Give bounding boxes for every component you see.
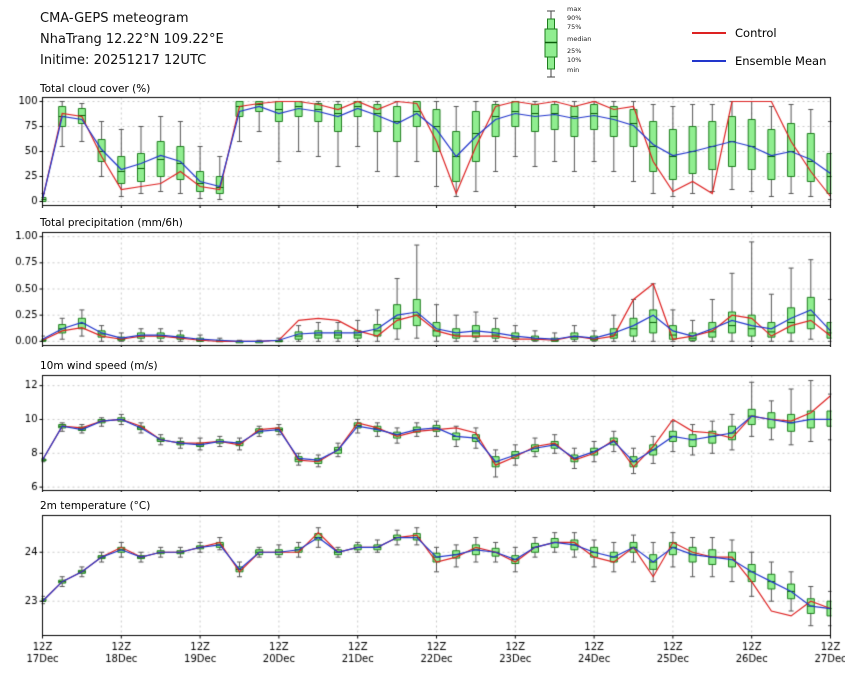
temperature-panel-title: 2m temperature (°C) — [40, 500, 151, 512]
header: CMA-GEPS meteogram NhaTrang 12.22°N 109.… — [40, 8, 224, 71]
cloud-cover-chart — [0, 96, 845, 208]
legend-label-90: 90% — [567, 14, 582, 22]
location-line: NhaTrang 12.22°N 109.22°E — [40, 32, 224, 47]
legend-label-median: median — [567, 35, 592, 43]
legend-label-min: min — [567, 66, 580, 74]
boxplot-legend-glyph — [544, 10, 558, 78]
wind-speed-panel-title: 10m wind speed (m/s) — [40, 360, 158, 372]
wind-speed-chart — [0, 374, 845, 492]
legend-ensemble-row: Ensemble Mean — [692, 52, 826, 70]
ensemble-mean-label: Ensemble Mean — [735, 54, 827, 68]
line-legend: Control Ensemble Mean — [692, 24, 826, 80]
inittime-line: Initime: 20251217 12UTC — [40, 53, 207, 68]
precipitation-panel-title: Total precipitation (mm/6h) — [40, 217, 183, 229]
control-line-swatch — [692, 32, 726, 34]
legend-label-10: 10% — [567, 56, 582, 64]
app-title: CMA-GEPS meteogram — [40, 11, 189, 26]
legend-control-row: Control — [692, 24, 826, 42]
precipitation-chart — [0, 231, 845, 347]
legend-label-25: 25% — [567, 47, 582, 55]
boxplot-legend: max 90% 75% median 25% 10% min — [540, 6, 670, 88]
temperature-chart — [0, 514, 845, 666]
cloud-cover-panel-title: Total cloud cover (%) — [40, 83, 151, 95]
control-label: Control — [735, 26, 777, 40]
legend-label-75: 75% — [567, 23, 582, 31]
ensemble-mean-line-swatch — [692, 60, 726, 62]
legend-label-max: max — [567, 5, 582, 13]
